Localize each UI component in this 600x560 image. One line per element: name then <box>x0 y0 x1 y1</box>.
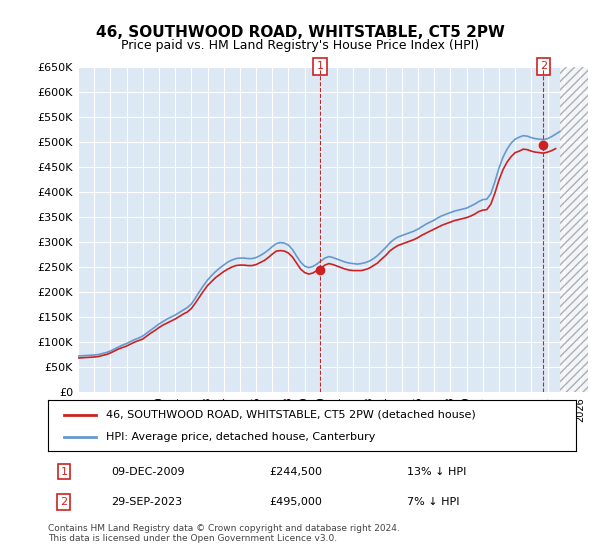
Text: Contains HM Land Registry data © Crown copyright and database right 2024.
This d: Contains HM Land Registry data © Crown c… <box>48 524 400 543</box>
Text: 2: 2 <box>60 497 67 507</box>
Text: 09-DEC-2009: 09-DEC-2009 <box>112 466 185 477</box>
Text: 29-SEP-2023: 29-SEP-2023 <box>112 497 182 507</box>
Text: 46, SOUTHWOOD ROAD, WHITSTABLE, CT5 2PW (detached house): 46, SOUTHWOOD ROAD, WHITSTABLE, CT5 2PW … <box>106 409 476 419</box>
Text: 7% ↓ HPI: 7% ↓ HPI <box>407 497 460 507</box>
Text: £244,500: £244,500 <box>270 466 323 477</box>
Text: HPI: Average price, detached house, Canterbury: HPI: Average price, detached house, Cant… <box>106 432 376 442</box>
Text: 13% ↓ HPI: 13% ↓ HPI <box>407 466 466 477</box>
Text: 1: 1 <box>61 466 67 477</box>
Text: 2: 2 <box>540 61 547 71</box>
Text: 46, SOUTHWOOD ROAD, WHITSTABLE, CT5 2PW: 46, SOUTHWOOD ROAD, WHITSTABLE, CT5 2PW <box>95 25 505 40</box>
Text: £495,000: £495,000 <box>270 497 323 507</box>
Text: 1: 1 <box>316 61 323 71</box>
Text: Price paid vs. HM Land Registry's House Price Index (HPI): Price paid vs. HM Land Registry's House … <box>121 39 479 52</box>
Bar <box>560 67 588 392</box>
